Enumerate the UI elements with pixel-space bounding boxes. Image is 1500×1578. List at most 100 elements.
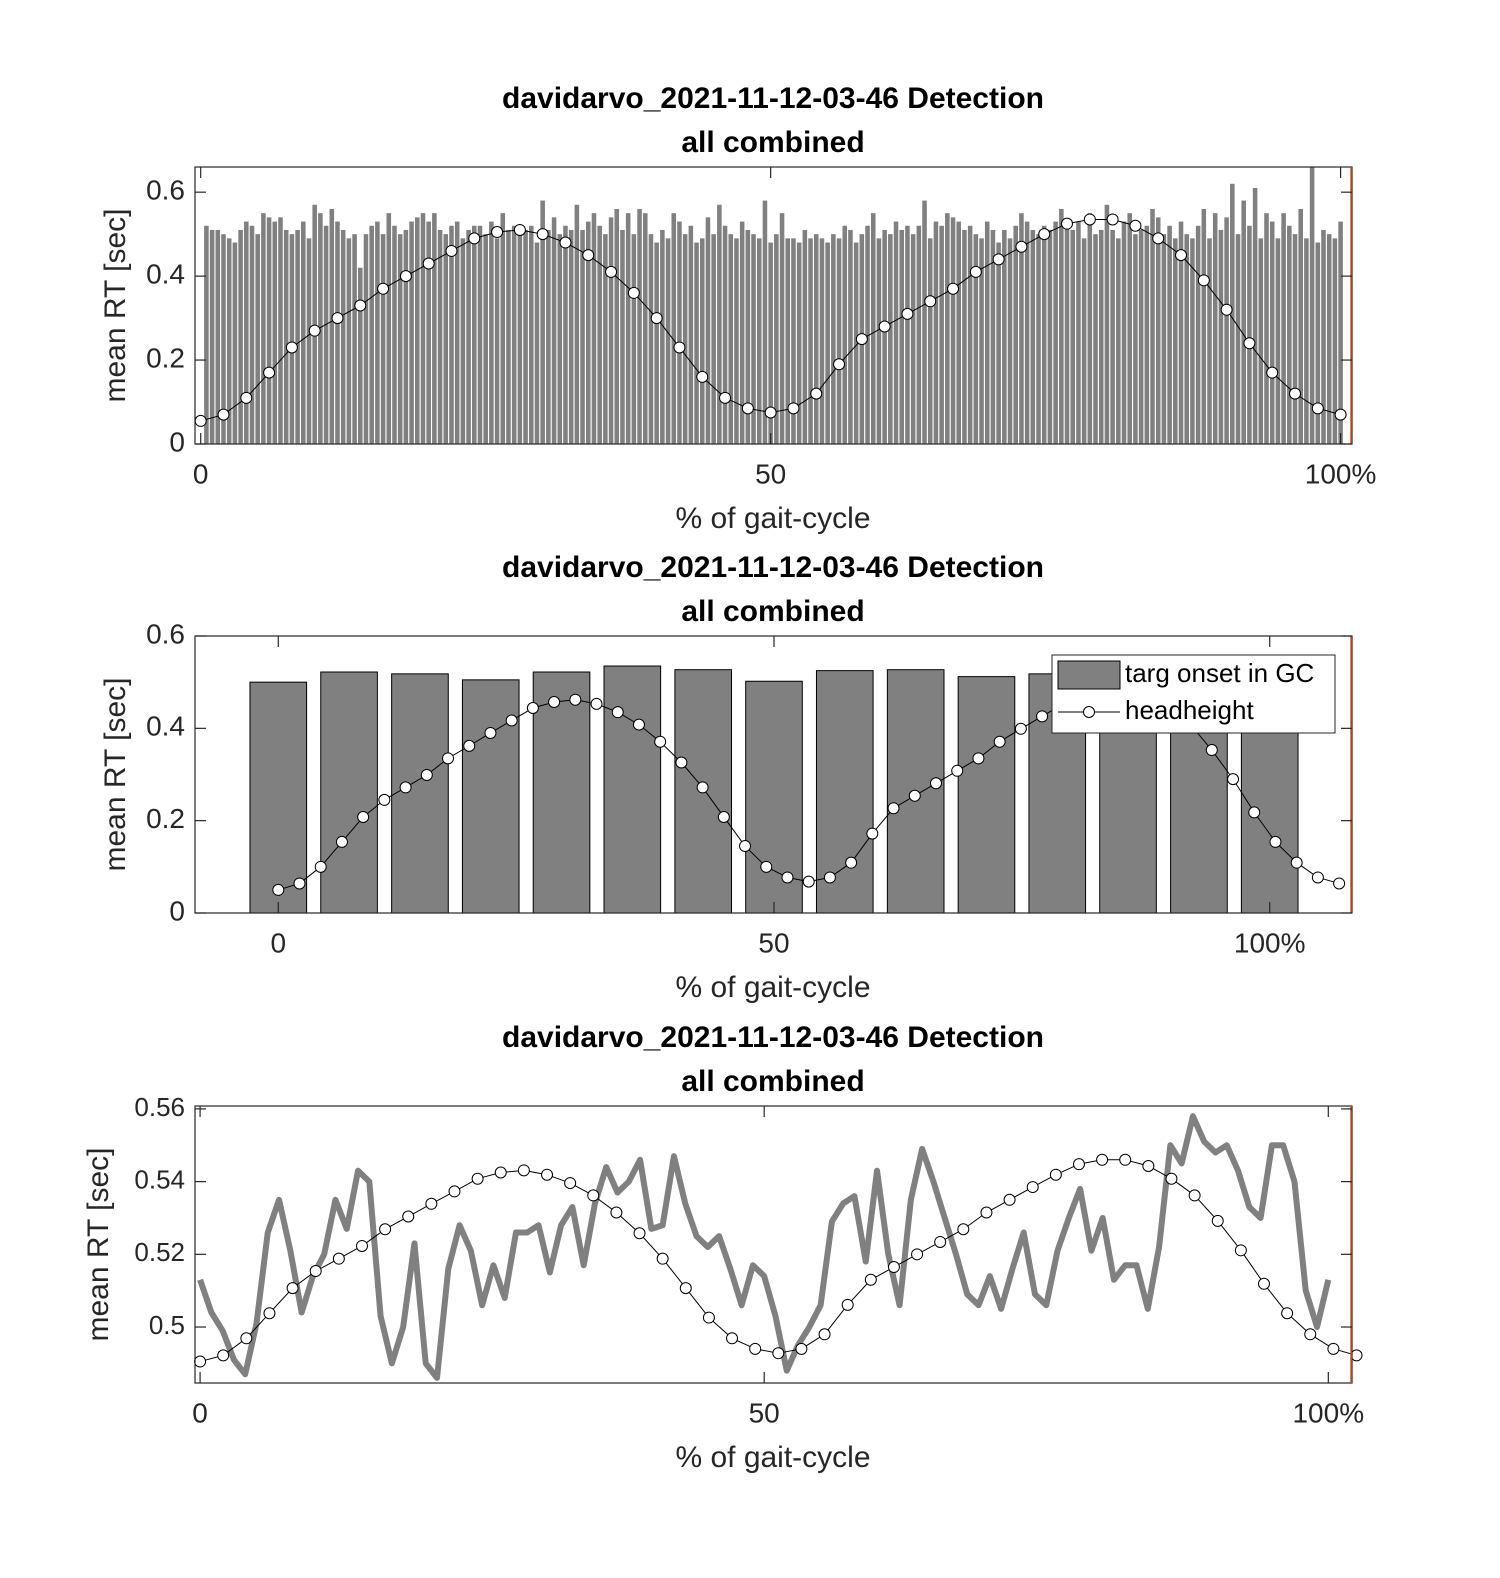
bar	[625, 213, 631, 444]
line-marker	[286, 1282, 299, 1295]
bar	[420, 213, 426, 444]
bar	[489, 221, 494, 444]
bar	[289, 234, 295, 444]
bar	[1173, 238, 1178, 444]
line-marker	[887, 802, 900, 815]
line-marker	[810, 387, 823, 400]
bar	[471, 225, 477, 444]
bar	[1195, 225, 1201, 444]
line-marker	[379, 1223, 392, 1236]
line-marker	[309, 1265, 322, 1278]
line-marker	[1119, 1153, 1132, 1166]
bar	[460, 238, 466, 444]
bar	[1104, 204, 1110, 444]
y-tick-label: 0.56	[134, 1092, 185, 1122]
line-marker	[934, 1235, 947, 1248]
line-marker	[1333, 877, 1346, 890]
bar	[711, 234, 716, 444]
bar	[717, 204, 722, 444]
x-tick-label: 100%	[1292, 1397, 1364, 1428]
line	[197, 1113, 1332, 1381]
bar	[1133, 234, 1138, 444]
line-marker	[494, 1166, 507, 1179]
bar	[939, 225, 944, 444]
bar	[677, 221, 682, 444]
bar	[768, 242, 773, 444]
bar	[1178, 221, 1184, 444]
bar	[375, 221, 380, 444]
bar	[249, 681, 308, 913]
line-marker	[855, 333, 868, 346]
bar	[306, 238, 312, 444]
bar	[1036, 234, 1041, 444]
y-tick-label: 0.2	[146, 342, 185, 373]
bar	[705, 217, 711, 444]
line-marker	[263, 366, 276, 379]
bar	[329, 208, 335, 444]
bar	[1218, 229, 1224, 444]
line-marker	[194, 1355, 207, 1368]
bar	[671, 213, 677, 444]
line-marker	[1327, 1342, 1340, 1355]
bar	[403, 229, 409, 444]
bar	[836, 238, 842, 444]
line-marker	[818, 1328, 831, 1341]
line-marker	[308, 324, 321, 337]
line-marker	[590, 697, 603, 710]
bar	[449, 225, 454, 444]
bar	[608, 217, 614, 444]
bar	[1030, 229, 1036, 444]
bar	[443, 234, 449, 444]
bar	[631, 234, 637, 444]
bar	[546, 229, 551, 444]
line-marker	[610, 1206, 623, 1219]
line-marker	[354, 299, 367, 312]
line-marker	[425, 1197, 438, 1210]
bar	[973, 234, 979, 444]
bar	[665, 238, 671, 444]
line-marker	[217, 408, 230, 421]
line-marker	[442, 752, 455, 765]
bar	[1053, 221, 1058, 444]
bar	[557, 234, 563, 444]
line-marker	[217, 1349, 230, 1362]
bar	[682, 234, 688, 444]
bar	[209, 229, 215, 444]
bar	[688, 225, 694, 444]
line-marker	[1015, 240, 1028, 253]
bar	[249, 225, 255, 444]
bar	[1093, 234, 1098, 444]
bar	[1002, 229, 1007, 444]
line-marker	[484, 726, 497, 739]
bar	[266, 217, 272, 444]
bar	[1070, 229, 1076, 444]
line-marker	[656, 1252, 669, 1265]
chart-title: davidarvo_2021-11-12-03-46 Detection	[502, 1021, 1044, 1054]
x-tick-label: 0	[270, 927, 286, 958]
bar	[363, 234, 369, 444]
bar	[1235, 234, 1241, 444]
bar	[272, 221, 278, 444]
bar	[979, 238, 984, 444]
line-marker	[541, 1168, 554, 1181]
line-marker	[1197, 274, 1210, 287]
line-marker	[650, 312, 663, 325]
line-marker	[908, 789, 921, 802]
bar	[226, 238, 232, 444]
line-marker	[957, 1223, 970, 1236]
line-marker	[314, 860, 327, 873]
line-marker	[654, 735, 667, 748]
bar	[295, 229, 300, 444]
bar	[882, 229, 887, 444]
bar	[808, 238, 813, 444]
bar	[426, 221, 431, 444]
chart-title: all combined	[681, 126, 864, 159]
line-marker	[887, 1261, 900, 1274]
line-marker	[802, 875, 815, 888]
legend-label: targ onset in GC	[1125, 658, 1314, 688]
bar	[1076, 221, 1081, 444]
line-marker	[1220, 303, 1233, 316]
bar	[568, 229, 574, 444]
bar	[1230, 183, 1235, 444]
bar	[335, 221, 340, 444]
